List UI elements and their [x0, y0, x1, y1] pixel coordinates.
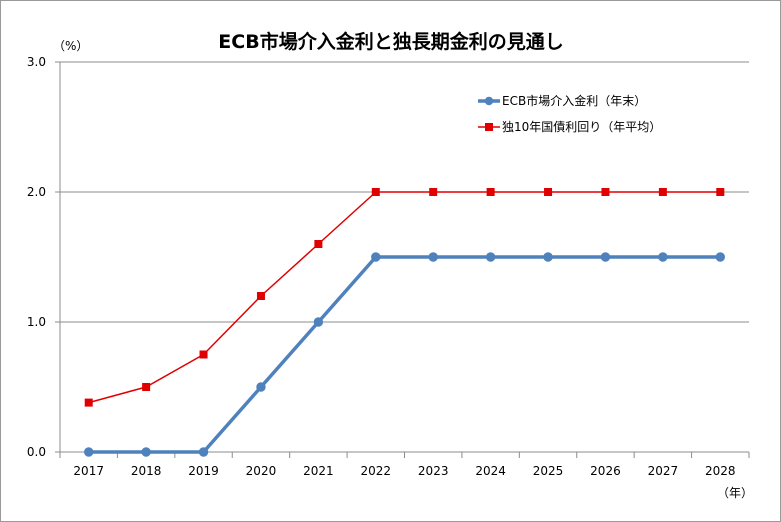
data-point — [84, 398, 93, 407]
x-tick-label: 2028 — [705, 464, 736, 478]
y-unit-label: （%） — [53, 39, 88, 53]
x-tick-label: 2021 — [303, 464, 334, 478]
data-point — [716, 188, 725, 196]
series-layer — [84, 188, 725, 457]
data-point — [485, 252, 496, 262]
data-point — [658, 188, 667, 196]
x-tick-label: 2026 — [590, 464, 621, 478]
data-point — [544, 188, 553, 196]
data-point — [198, 447, 209, 457]
data-point — [84, 447, 94, 457]
x-tick-label: 2018 — [131, 464, 162, 478]
series-bund-yield — [84, 188, 725, 407]
legend-item: 独10年国債利回り（年平均） — [478, 119, 661, 134]
x-tick-label: 2025 — [533, 464, 564, 478]
data-point — [141, 447, 151, 457]
y-tick-label: 1.0 — [27, 315, 46, 329]
x-tick-label: 2023 — [418, 464, 449, 478]
series-line — [88, 255, 721, 454]
series-line — [88, 191, 721, 404]
legend-label: 独10年国債利回り（年平均） — [502, 119, 661, 134]
data-point — [658, 252, 668, 262]
x-tick-label: 2020 — [246, 464, 277, 478]
x-unit-label: （年） — [717, 486, 753, 500]
data-point — [429, 188, 438, 196]
data-point — [142, 383, 151, 391]
x-tick-label: 2022 — [361, 464, 392, 478]
chart-title: ECB市場介入金利と独長期金利の見通し — [218, 30, 563, 53]
series-ecb-rate — [84, 252, 725, 457]
x-tick-label: 2017 — [73, 464, 104, 478]
data-point — [256, 292, 265, 300]
data-point — [256, 382, 266, 392]
data-point — [313, 317, 324, 327]
legend: ECB市場介入金利（年末） 独10年国債利回り（年平均） — [478, 93, 661, 134]
data-point — [543, 252, 553, 262]
y-tick-label: 0.0 — [27, 445, 46, 459]
axes: 0.0 1.0 2.0 3.0 2017 2018 2019 2020 2021 2022 2023… — [27, 55, 750, 478]
data-point — [601, 188, 610, 196]
y-tick-label: 2.0 — [27, 185, 46, 199]
data-point — [199, 350, 208, 359]
data-point — [314, 240, 323, 248]
legend-marker — [484, 96, 494, 106]
data-point — [600, 252, 611, 262]
legend-label: ECB市場介入金利（年末） — [502, 93, 646, 108]
x-tick-label: 2024 — [475, 464, 506, 478]
legend-marker — [485, 123, 493, 131]
data-point — [371, 252, 381, 262]
data-point — [715, 252, 725, 262]
data-point — [371, 188, 380, 196]
x-tick-label: 2019 — [188, 464, 219, 478]
x-tick-label: 2027 — [648, 464, 679, 478]
data-point — [486, 188, 495, 196]
legend-item: ECB市場介入金利（年末） — [478, 93, 646, 108]
y-tick-label: 3.0 — [27, 55, 46, 69]
data-point — [428, 252, 438, 262]
